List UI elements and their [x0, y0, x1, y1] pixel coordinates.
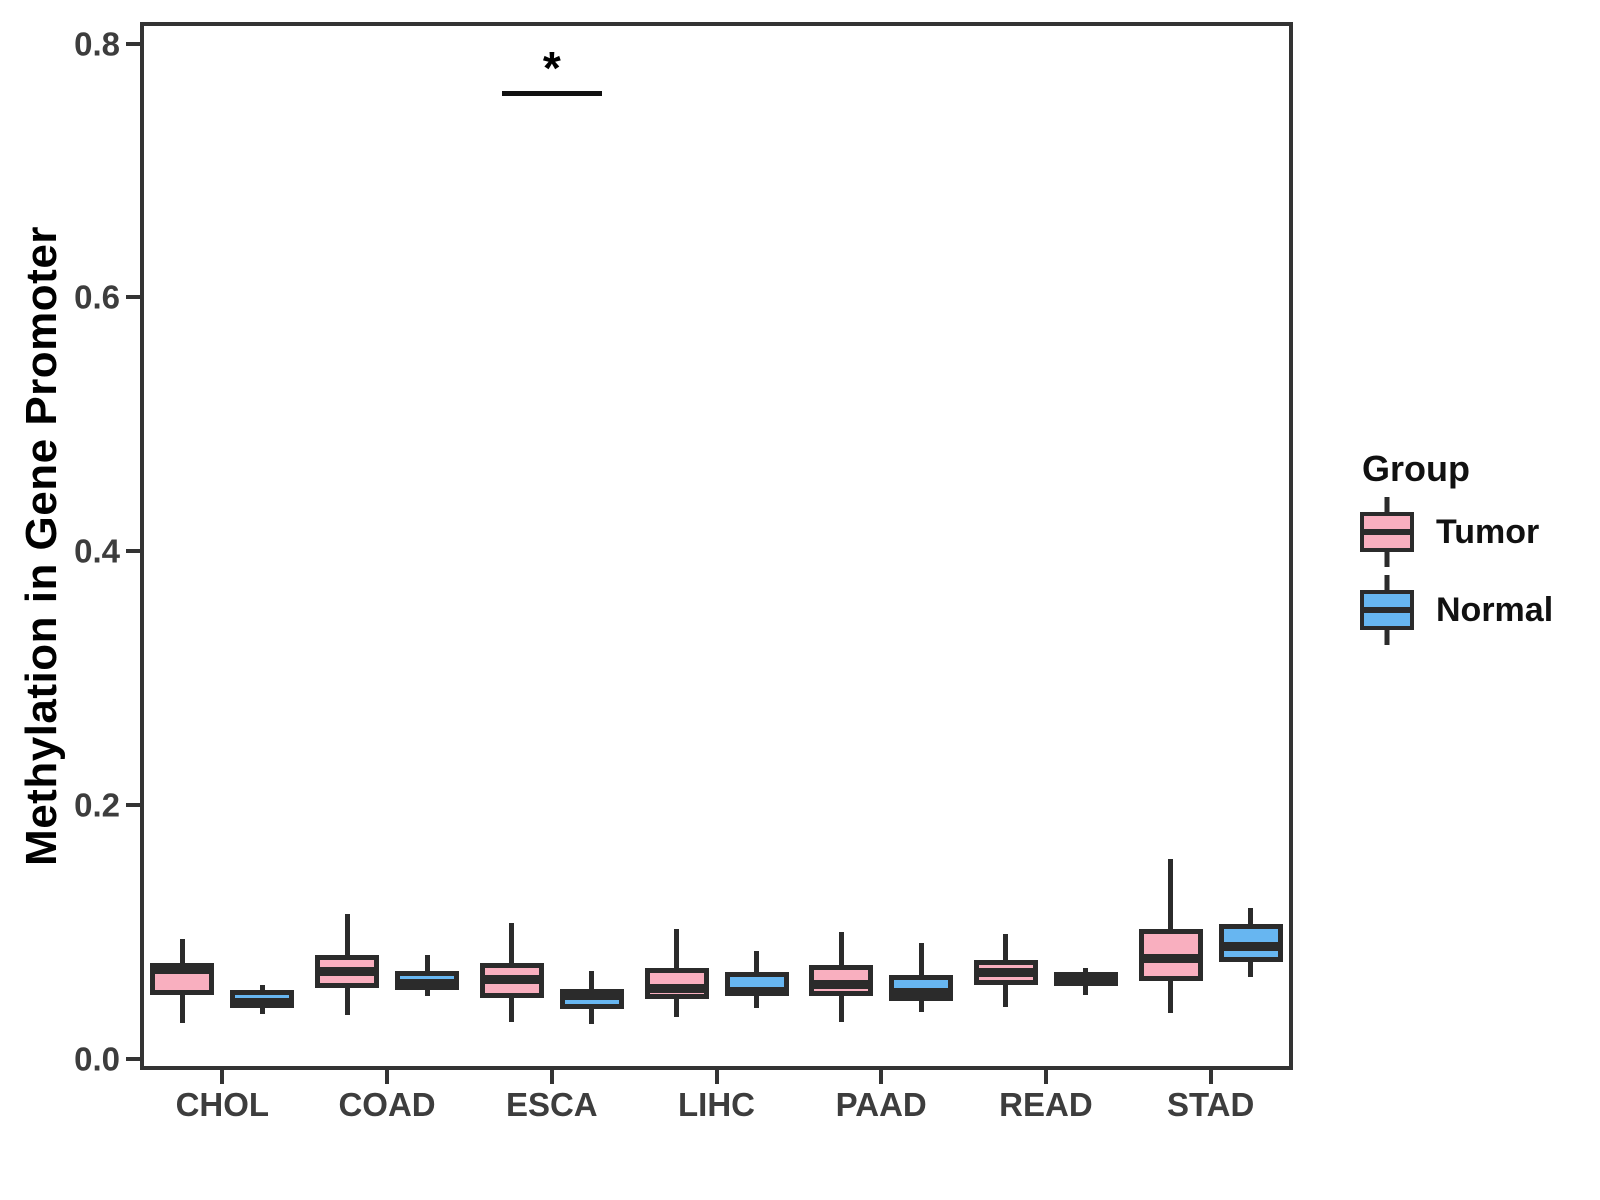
x-tick-label: READ — [999, 1086, 1093, 1123]
y-tick-mark — [126, 41, 140, 46]
whisker-upper-normal-READ — [1083, 968, 1089, 973]
x-tick-mark — [714, 1070, 719, 1084]
x-tick-mark — [879, 1070, 884, 1084]
x-tick-mark — [220, 1070, 225, 1084]
whisker-lower-tumor-PAAD — [838, 996, 844, 1022]
x-tick-label: COAD — [338, 1086, 436, 1123]
legend-label-normal: Normal — [1436, 590, 1554, 629]
x-tick-mark — [549, 1070, 554, 1084]
y-tick-mark — [126, 802, 140, 807]
x-tick-label: STAD — [1166, 1086, 1255, 1123]
x-tick-label: PAAD — [835, 1086, 927, 1123]
whisker-upper-tumor-CHOL — [179, 939, 185, 964]
box-tumor-LIHC — [644, 968, 709, 999]
median-tumor-COAD — [318, 966, 377, 976]
y-tick-mark — [126, 549, 140, 554]
whisker-lower-normal-CHOL — [259, 1007, 265, 1015]
legend-key-median — [1360, 529, 1414, 535]
whisker-upper-tumor-PAAD — [838, 931, 844, 965]
median-tumor-READ — [976, 967, 1035, 977]
whisker-lower-normal-READ — [1083, 986, 1089, 996]
whisker-upper-normal-STAD — [1248, 907, 1254, 925]
whisker-lower-tumor-READ — [1003, 984, 1009, 1007]
y-tick-label: 0.2 — [74, 786, 120, 824]
median-tumor-LIHC — [647, 984, 706, 994]
y-tick-label: 0.0 — [74, 1040, 120, 1078]
whisker-lower-normal-COAD — [424, 990, 430, 997]
whisker-upper-tumor-STAD — [1168, 859, 1174, 930]
x-tick-mark — [1208, 1070, 1213, 1084]
whisker-upper-normal-LIHC — [754, 950, 759, 973]
whisker-lower-normal-ESCA — [589, 1009, 595, 1025]
legend-key-median — [1360, 607, 1414, 613]
y-tick-label: 0.6 — [74, 278, 120, 316]
whisker-lower-tumor-CHOL — [179, 995, 185, 1024]
x-tick-label: LIHC — [678, 1086, 755, 1123]
y-tick-label: 0.8 — [74, 25, 120, 63]
legend-entry-tumor: Tumor — [1346, 496, 1596, 568]
y-tick-mark — [126, 1056, 140, 1061]
x-tick-label: CHOL — [175, 1086, 270, 1123]
whisker-lower-tumor-COAD — [344, 987, 350, 1016]
whisker-upper-tumor-COAD — [344, 913, 350, 955]
plot-panel — [140, 22, 1293, 1070]
whisker-lower-tumor-ESCA — [509, 997, 515, 1022]
whisker-upper-normal-COAD — [424, 954, 430, 972]
whisker-upper-normal-PAAD — [918, 943, 924, 975]
legend-entry-normal: Normal — [1346, 574, 1596, 646]
whisker-lower-normal-PAAD — [918, 1001, 924, 1012]
legend: Group Tumor Normal — [1346, 448, 1596, 646]
whisker-upper-normal-CHOL — [259, 984, 265, 991]
whisker-lower-tumor-STAD — [1168, 981, 1174, 1013]
median-normal-STAD — [1221, 942, 1280, 952]
x-tick-mark — [385, 1070, 390, 1084]
whisker-upper-tumor-READ — [1003, 934, 1009, 960]
median-tumor-CHOL — [153, 965, 212, 975]
legend-entries: Tumor Normal — [1346, 496, 1596, 646]
median-normal-COAD — [398, 979, 457, 989]
whisker-upper-tumor-ESCA — [509, 922, 515, 964]
median-tumor-ESCA — [482, 975, 541, 985]
median-normal-PAAD — [892, 988, 951, 998]
whisker-upper-tumor-LIHC — [674, 929, 679, 969]
legend-label-tumor: Tumor — [1436, 512, 1540, 551]
median-normal-LIHC — [727, 986, 786, 996]
legend-title: Group — [1362, 448, 1470, 489]
median-normal-ESCA — [562, 990, 621, 1000]
significance-bar — [501, 91, 602, 97]
y-tick-mark — [126, 295, 140, 300]
y-tick-label: 0.4 — [74, 532, 120, 570]
whisker-lower-normal-STAD — [1248, 962, 1254, 978]
legend-key-normal-icon — [1358, 575, 1416, 645]
median-normal-READ — [1056, 975, 1115, 985]
x-tick-label: ESCA — [505, 1086, 598, 1123]
significance-star: * — [542, 42, 561, 95]
median-tumor-STAD — [1141, 953, 1200, 963]
legend-key-tumor-icon — [1358, 497, 1416, 567]
median-tumor-PAAD — [812, 980, 871, 990]
whisker-upper-normal-ESCA — [589, 971, 595, 989]
median-normal-CHOL — [233, 998, 292, 1008]
whisker-lower-tumor-LIHC — [674, 998, 679, 1017]
x-tick-mark — [1043, 1070, 1048, 1084]
whisker-lower-normal-LIHC — [754, 996, 759, 1008]
